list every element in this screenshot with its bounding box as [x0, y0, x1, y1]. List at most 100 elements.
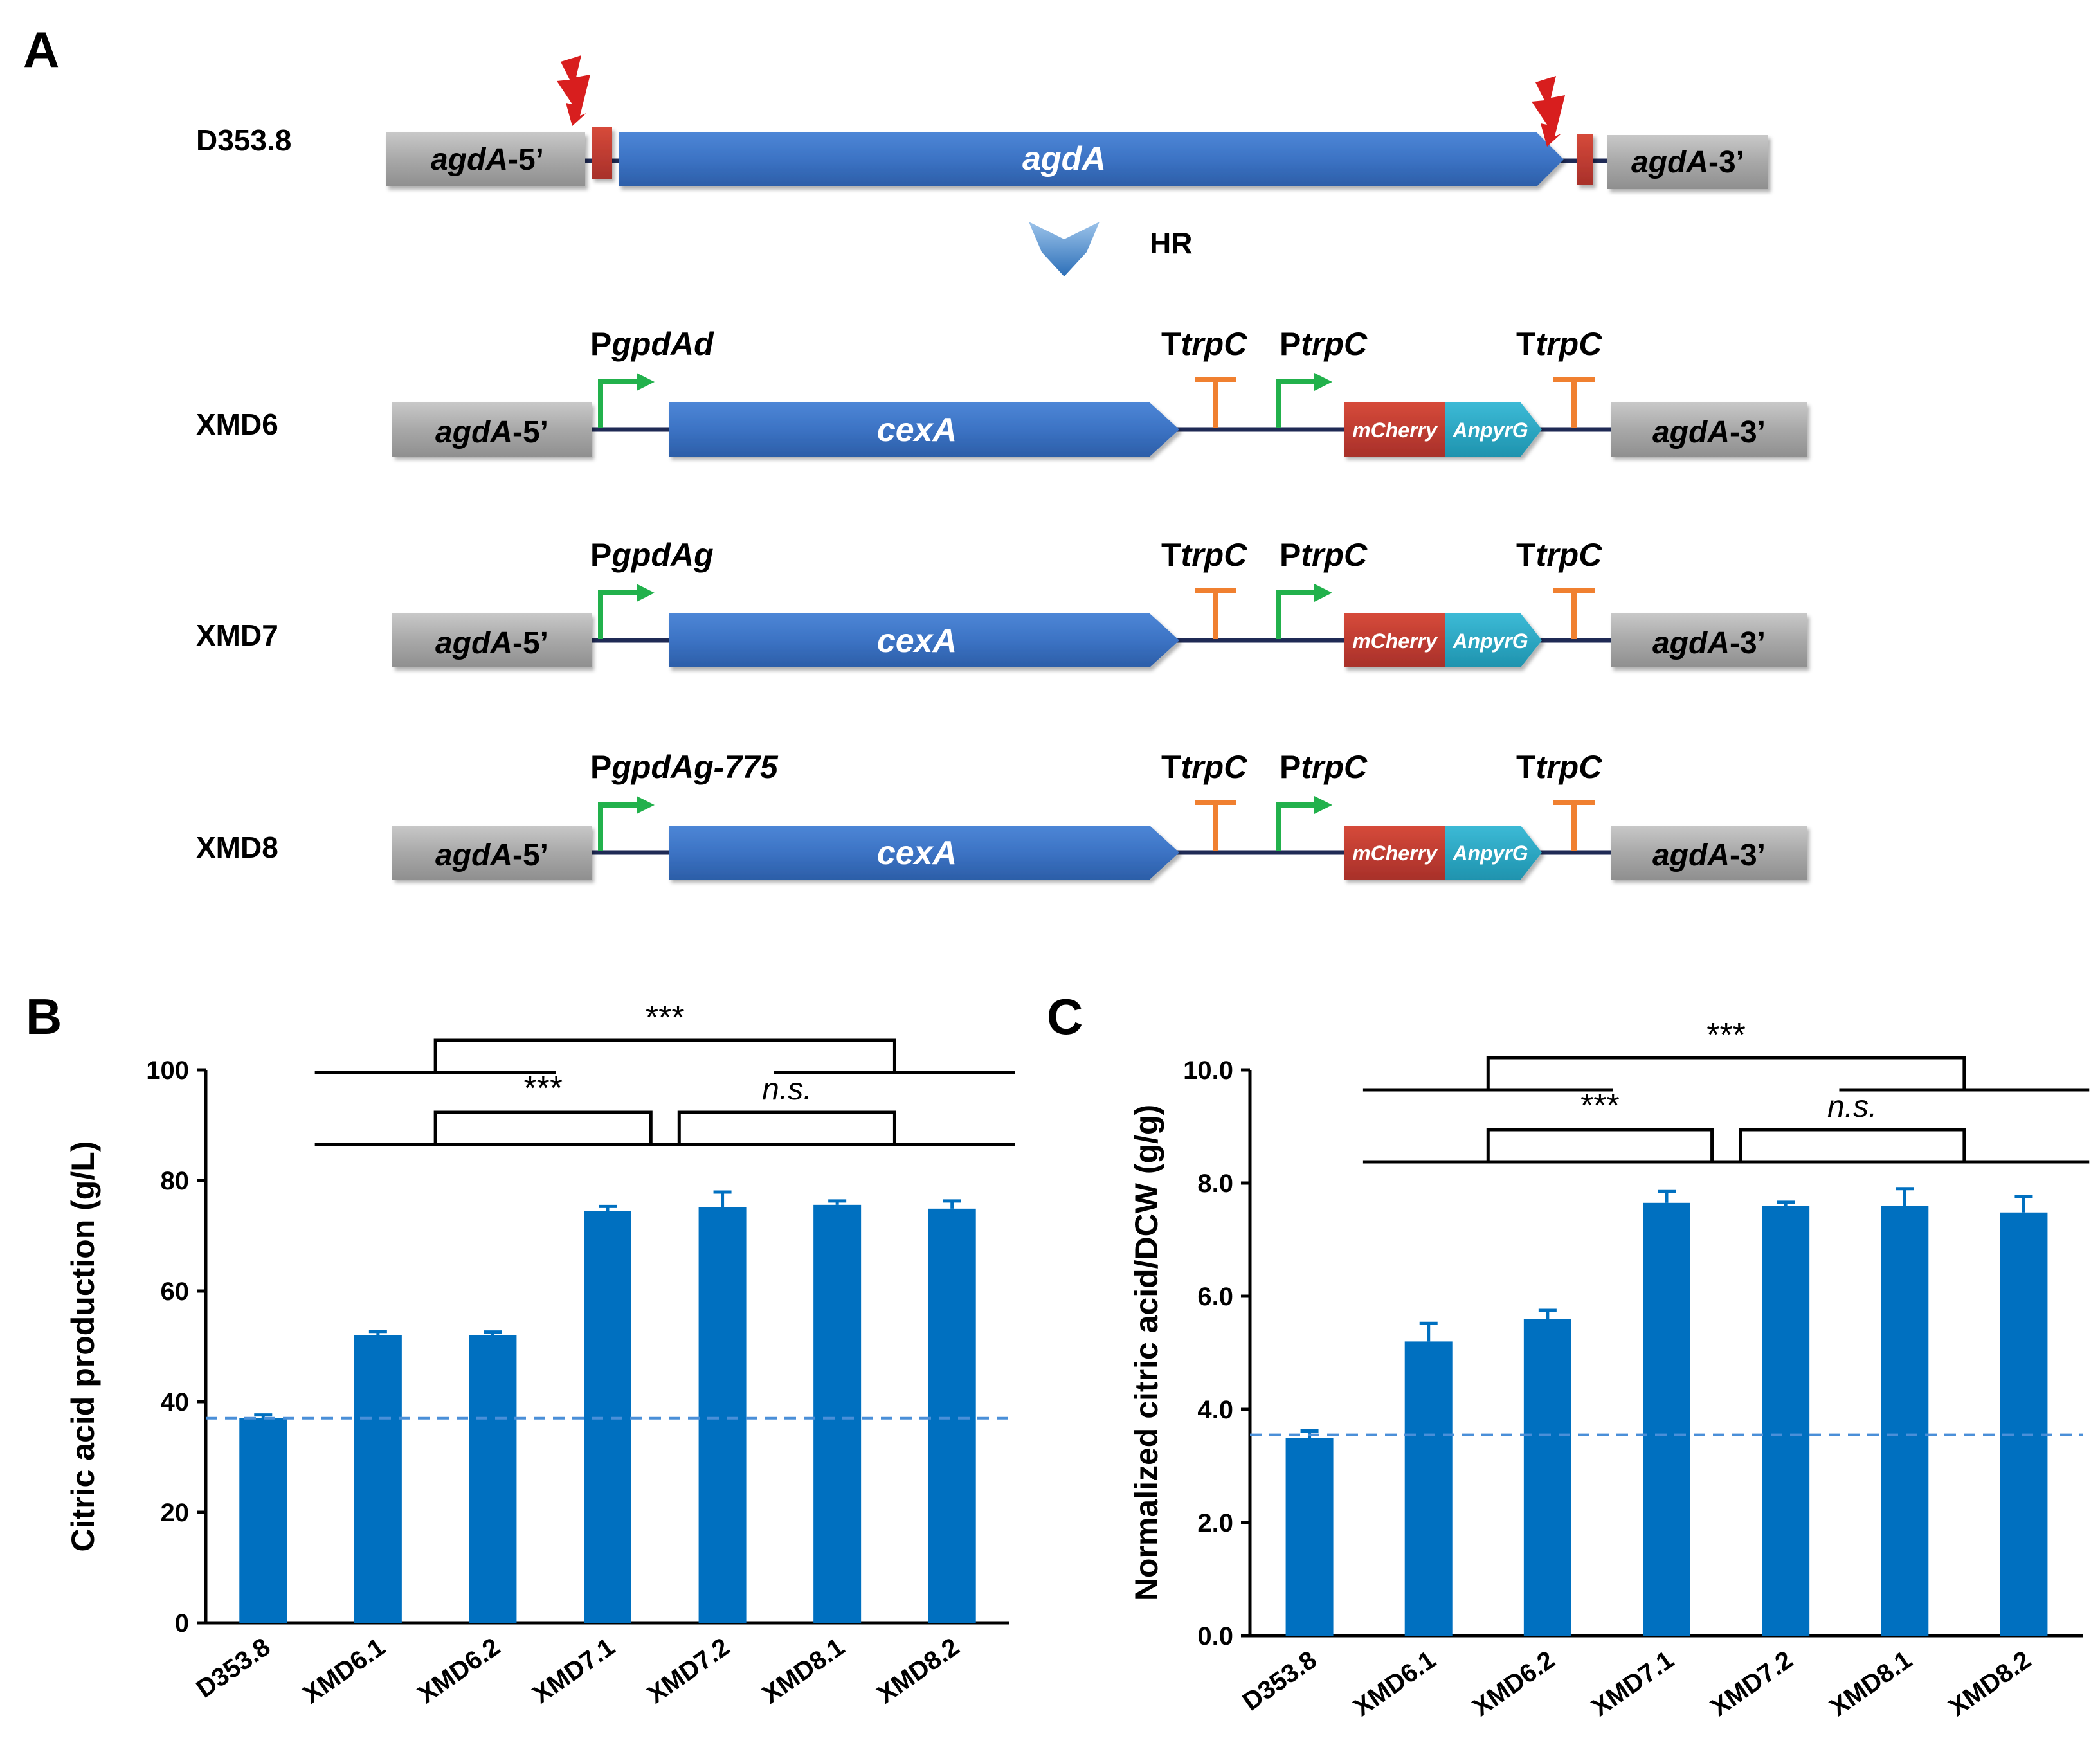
terminator-icon	[1553, 800, 1595, 851]
panel-letter-a: A	[23, 21, 59, 78]
y-tick-label: 80	[161, 1167, 190, 1195]
bar	[239, 1418, 287, 1623]
error-bar	[484, 1330, 502, 1335]
mcherry-box	[1344, 826, 1445, 880]
bar	[354, 1335, 402, 1623]
bar	[1643, 1202, 1690, 1636]
bar	[813, 1204, 862, 1623]
strain-label: D353.8	[196, 123, 291, 157]
bar	[1404, 1341, 1453, 1636]
error-bar	[2014, 1195, 2033, 1213]
category-label: XMD8.1	[1825, 1645, 1917, 1722]
gene-cexa-label: cexA	[877, 835, 957, 872]
anpyrg-arrow	[1445, 402, 1542, 457]
gene-agda-arrow	[619, 132, 1564, 186]
bar	[1285, 1438, 1334, 1636]
promoter-label: PgpdAd	[590, 326, 714, 362]
category-label: XMD7.2	[642, 1632, 735, 1709]
gene-agda-label: agdA	[1022, 140, 1106, 177]
category-label: XMD7.1	[1587, 1645, 1679, 1722]
lightning-icon	[1532, 76, 1565, 147]
significance-bracket	[433, 1110, 653, 1144]
significance-bracket	[677, 1110, 896, 1144]
error-bar	[254, 1413, 273, 1418]
construct-xmd7: XMD7 PgpdAg agdA-5’ agdA-3’ cexA mCherry Anp…	[196, 537, 1807, 667]
promoter-arrow-icon	[598, 373, 655, 428]
bar	[469, 1335, 517, 1623]
down-chevron-icon	[1029, 222, 1100, 276]
error-bar	[368, 1330, 387, 1335]
cut-site-right	[1577, 134, 1593, 185]
flank-right-box	[1611, 402, 1807, 457]
flank-left-label: agdA-5’	[431, 143, 544, 177]
gene-cexa-label: cexA	[877, 622, 957, 660]
flank-right-box	[1611, 613, 1807, 667]
anpyrg-label: AnpyrG	[1452, 842, 1528, 865]
segments	[392, 613, 1807, 667]
y-tick-label: 20	[161, 1499, 190, 1527]
bar	[1762, 1206, 1810, 1636]
mcherry-box	[1344, 402, 1445, 457]
promoter-arrow-icon	[1276, 584, 1332, 639]
error-bar	[828, 1199, 847, 1205]
significance-label: n.s.	[1827, 1090, 1877, 1124]
promoter-arrow-icon	[598, 584, 655, 639]
terminator2-label: TtrpC	[1516, 749, 1602, 785]
construct-list: XMD6 PgpdAd agdA-5’ agdA-3’ cexA mCherry Anp…	[196, 326, 1807, 880]
mcherry-label: mCherry	[1352, 629, 1438, 653]
bar	[1523, 1319, 1571, 1636]
terminator2-label: TtrpC	[1516, 537, 1602, 573]
y-tick-label: 40	[161, 1388, 190, 1416]
strain-label: XMD8	[196, 831, 278, 864]
significance-label: ***	[646, 999, 685, 1036]
error-bar	[1777, 1200, 1795, 1206]
terminator-icon	[1553, 377, 1595, 428]
promoter-arrow-icon	[598, 796, 655, 851]
construct-d353-8: D353.8 agdA-5’ agdA agdA-3’	[196, 55, 1768, 189]
terminator-icon	[1195, 588, 1236, 639]
error-bar	[713, 1190, 732, 1207]
promoter2-label: PtrpC	[1280, 537, 1368, 573]
error-bar	[1896, 1187, 1914, 1206]
category-label: D353.8	[1238, 1645, 1322, 1716]
flank-left-box	[392, 402, 592, 457]
cut-site-left	[592, 127, 612, 179]
strain-label: XMD7	[196, 619, 278, 652]
y-axis-title: Citric acid production (g/L)	[65, 1141, 101, 1552]
anpyrg-label: AnpyrG	[1452, 419, 1528, 442]
strain-label: XMD6	[196, 408, 278, 441]
bar	[1881, 1206, 1929, 1636]
bar	[698, 1207, 747, 1623]
panel-letter-c: C	[1047, 988, 1083, 1045]
y-tick-label: 0	[175, 1609, 189, 1638]
bar	[2000, 1212, 2048, 1636]
y-tick-label: 100	[146, 1056, 189, 1085]
promoter2-label: PtrpC	[1280, 749, 1368, 785]
category-label: XMD8.1	[757, 1632, 850, 1709]
construct-xmd6: XMD6 PgpdAd agdA-5’ agdA-3’ cexA mCherry Anp…	[196, 326, 1807, 457]
terminator1-label: TtrpC	[1161, 326, 1247, 362]
lightning-icon	[557, 55, 590, 126]
segments	[392, 826, 1807, 880]
category-label: XMD8.2	[872, 1632, 964, 1709]
flank-left-box	[386, 132, 585, 186]
mcherry-label: mCherry	[1352, 419, 1438, 442]
flank-left-box	[392, 613, 592, 667]
y-tick-label: 0.0	[1197, 1622, 1233, 1650]
gene-cexa-arrow	[669, 402, 1179, 457]
promoter-label: PgpdAg	[590, 537, 714, 573]
bar	[584, 1211, 631, 1623]
flank-left-label: agdA-5’	[435, 415, 548, 449]
terminator-icon	[1195, 800, 1236, 851]
significance-bracket	[1739, 1128, 1966, 1162]
promoter2-label: PtrpC	[1280, 326, 1368, 362]
anpyrg-label: AnpyrG	[1452, 629, 1528, 653]
y-tick-label: 2.0	[1197, 1509, 1233, 1537]
construct-xmd8: XMD8 PgpdAg-775 agdA-5’ agdA-3’ cexA mCherr…	[196, 749, 1807, 880]
category-label: XMD7.2	[1706, 1645, 1798, 1722]
category-label: XMD6.1	[298, 1632, 390, 1709]
terminator1-label: TtrpC	[1161, 749, 1247, 785]
panel-c-normalized-citric-acid: C 0.0 2.0 4.0 6.0 8.0 10.0 Normalized citric a…	[1047, 988, 2090, 1722]
flank-right-label: agdA-3’	[1631, 145, 1744, 179]
